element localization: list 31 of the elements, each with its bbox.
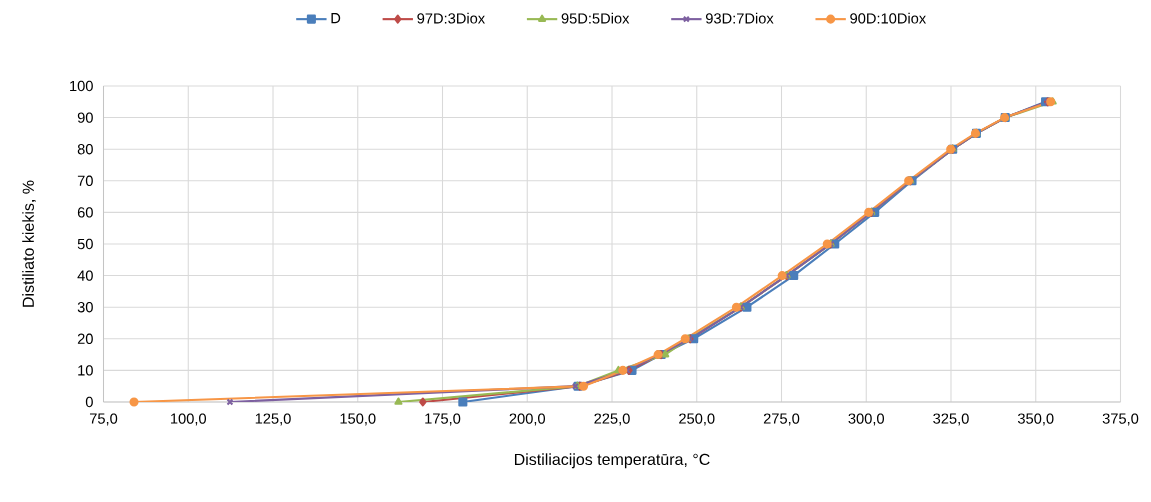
y-tick-label: 100 <box>70 80 93 92</box>
y-tick-label: 20 <box>77 333 93 344</box>
y-axis-title: Distiliato kiekis, % <box>22 180 36 307</box>
x-axis-title: Distiliacijos temperatūra, °C <box>514 453 710 469</box>
y-tick-label: 80 <box>77 144 93 155</box>
y-tick-label: 10 <box>78 365 93 376</box>
x-tick-label: 225,0 <box>594 413 630 426</box>
legend-label: 93D:7Diox <box>705 12 774 24</box>
x-tick-label: 175,0 <box>425 413 461 426</box>
x-tick-label: 75,0 <box>89 413 118 426</box>
y-tick-label: 50 <box>77 238 93 250</box>
y-tick-label: 0 <box>85 396 93 408</box>
x-tick-label: 325,0 <box>933 413 969 426</box>
x-tick-label: 300,0 <box>848 413 885 426</box>
x-tick-label: 250,0 <box>679 413 715 426</box>
x-tick-label: 275,0 <box>763 413 800 426</box>
y-tick-label: 70 <box>77 175 93 186</box>
x-tick-label: 125,0 <box>255 413 291 426</box>
legend-label: D <box>331 13 341 24</box>
x-tick-label: 200,0 <box>509 413 546 426</box>
legend-label: 95D:5Diox <box>561 12 630 24</box>
y-tick-label: 60 <box>77 207 93 218</box>
legend-label: 97D:3Diox <box>417 12 485 24</box>
x-tick-label: 350,0 <box>1017 413 1054 426</box>
y-tick-label: 90 <box>77 112 93 123</box>
y-tick-label: 30 <box>77 302 93 313</box>
legend-label: 90D:10Diox <box>850 12 927 24</box>
y-tick-label: 40 <box>77 270 93 281</box>
x-tick-label: 150,0 <box>340 413 376 426</box>
x-tick-label: 100,0 <box>171 413 207 426</box>
x-tick-label: 375,0 <box>1102 413 1139 426</box>
